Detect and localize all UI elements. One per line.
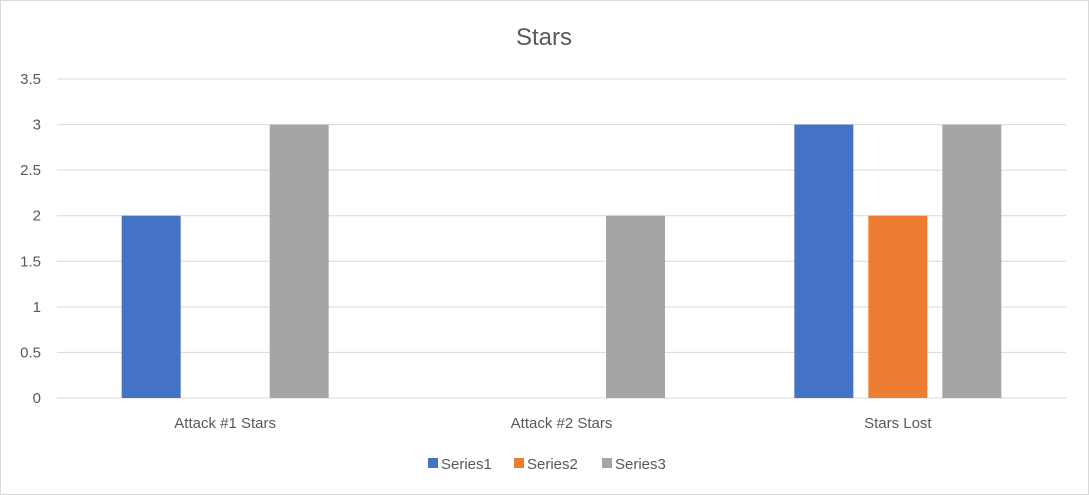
legend-label-series1: Series1 xyxy=(441,456,492,473)
y-tick-label: 2 xyxy=(33,208,41,225)
y-axis-ticks: 0 0.5 1 1.5 2 2.5 3 3.5 xyxy=(20,71,41,407)
gridlines xyxy=(57,78,1066,399)
chart-title: Stars xyxy=(516,24,572,51)
y-tick-label: 1.5 xyxy=(20,253,41,270)
bar-series2-2 xyxy=(868,215,928,398)
y-tick-label: 3 xyxy=(33,117,41,134)
x-tick-label: Stars Lost xyxy=(864,415,932,432)
legend-label-series2: Series2 xyxy=(527,456,578,473)
legend: Series1 Series2 Series3 xyxy=(428,456,666,473)
x-tick-label: Attack #1 Stars xyxy=(174,415,276,432)
y-tick-label: 2.5 xyxy=(20,162,41,179)
bar-series1-0 xyxy=(121,215,181,398)
legend-swatch-series3 xyxy=(602,458,612,468)
x-axis-ticks: Attack #1 Stars Attack #2 Stars Stars Lost xyxy=(174,415,932,432)
y-tick-label: 0.5 xyxy=(20,344,41,361)
bar-series1-2 xyxy=(794,124,854,399)
legend-swatch-series1 xyxy=(428,458,438,468)
bars xyxy=(121,124,1002,399)
bar-series3-0 xyxy=(269,124,329,399)
y-tick-label: 3.5 xyxy=(20,71,41,88)
y-tick-label: 1 xyxy=(33,299,41,316)
bar-series3-1 xyxy=(606,215,665,398)
legend-label-series3: Series3 xyxy=(615,456,666,473)
y-tick-label: 0 xyxy=(33,390,41,407)
x-tick-label: Attack #2 Stars xyxy=(511,415,613,432)
bar-series3-2 xyxy=(942,124,1002,399)
legend-swatch-series2 xyxy=(514,458,524,468)
